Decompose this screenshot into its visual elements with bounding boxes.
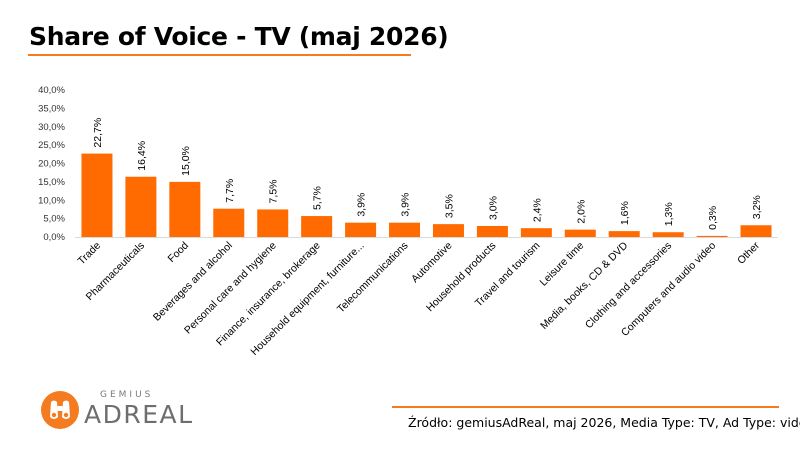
y-tick-label: 0,0% — [43, 232, 65, 243]
bar-chart: 0,0% 5,0% 10,0% 15,0% 20,0% 25,0% 30,0% 35,0% 40… — [38, 85, 778, 358]
x-tick-label: Food — [166, 240, 192, 266]
bar — [696, 235, 728, 237]
data-label: 1,3% — [663, 202, 675, 226]
bar — [389, 222, 421, 237]
data-label: 2,4% — [531, 198, 543, 222]
y-tick-label: 25,0% — [38, 140, 65, 151]
bar — [564, 229, 596, 237]
y-tick-label: 5,0% — [43, 214, 65, 225]
bar — [213, 208, 245, 237]
x-tick-label: Trade — [75, 240, 103, 268]
bar — [652, 232, 684, 237]
data-label: 3,9% — [400, 193, 412, 217]
bar — [608, 231, 640, 237]
bar — [432, 224, 464, 237]
x-tick-label: Beverages and alcohol — [151, 240, 235, 324]
source-divider — [392, 406, 779, 408]
title-underline — [28, 54, 411, 56]
chart-title: Share of Voice - TV (maj 2026) — [29, 22, 449, 51]
data-label: 1,6% — [619, 201, 631, 225]
data-label: 2,0% — [575, 200, 587, 224]
bar — [169, 181, 201, 237]
x-tick-label: Automotive — [409, 240, 455, 286]
bar — [476, 225, 508, 237]
x-tick-label: Other — [735, 239, 762, 266]
logo-brand-name: ADREAL — [84, 400, 194, 429]
x-tick-label: Personal care and hygiene — [182, 240, 279, 337]
data-label: 3,9% — [356, 193, 368, 217]
data-label: 22,7% — [92, 118, 104, 148]
binoculars-icon — [41, 391, 79, 429]
source-note: Źródło: gemiusAdReal, maj 2026, Media Ty… — [408, 415, 800, 430]
bar — [740, 225, 772, 237]
data-label: 3,2% — [751, 195, 763, 219]
y-tick-label: 30,0% — [38, 122, 65, 133]
bar — [125, 176, 157, 237]
x-tick-label: Clothing and accessories — [583, 240, 674, 331]
logo-brand-small: GEMIUS — [100, 390, 154, 400]
data-label: 3,0% — [487, 196, 499, 220]
bar — [301, 216, 333, 237]
gemius-adreal-logo: GEMIUS ADREAL — [40, 388, 240, 436]
data-label: 0,3% — [707, 206, 719, 230]
y-tick-label: 40,0% — [38, 85, 65, 96]
data-label: 15,0% — [180, 146, 192, 176]
data-label: 5,7% — [312, 186, 324, 210]
data-label: 7,5% — [268, 180, 280, 204]
data-label: 16,4% — [136, 141, 148, 171]
data-label: 3,5% — [443, 194, 455, 218]
bar — [520, 228, 552, 237]
bar — [345, 222, 377, 237]
bar — [81, 153, 113, 237]
y-tick-label: 20,0% — [38, 159, 65, 170]
bar — [257, 209, 289, 237]
y-tick-label: 10,0% — [38, 195, 65, 206]
data-label: 7,7% — [224, 179, 236, 203]
x-tick-label: Media, books, CD & DVD — [538, 239, 631, 332]
y-tick-label: 35,0% — [38, 103, 65, 114]
y-tick-label: 15,0% — [38, 177, 65, 188]
x-tick-label: Computers and audio video — [619, 240, 718, 339]
